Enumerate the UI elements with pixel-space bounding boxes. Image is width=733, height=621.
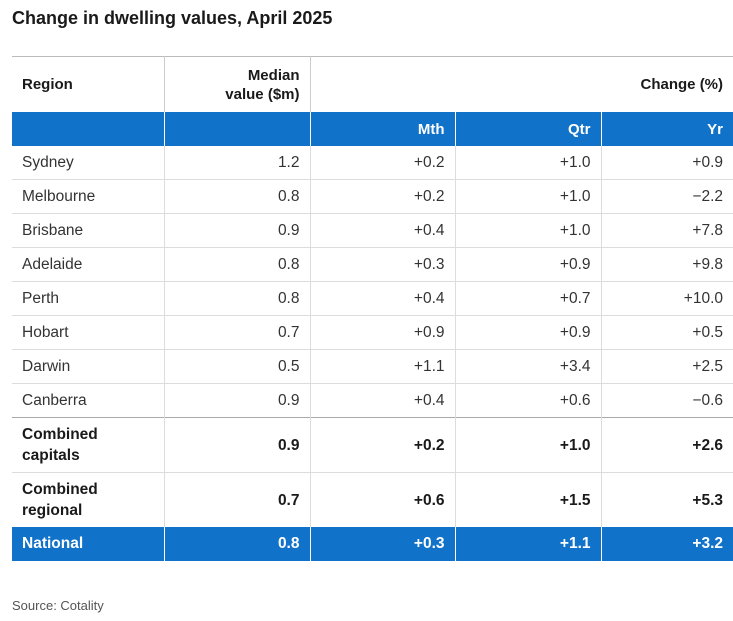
cell-mth: +0.2	[310, 417, 456, 473]
cell-yr: +7.8	[601, 213, 733, 248]
region-line2: regional	[22, 502, 83, 519]
cell-mth: +0.4	[310, 281, 456, 316]
cell-qtr: +1.0	[455, 213, 602, 248]
summary-row-combined-capitals: Combined capitals 0.9 +0.2 +1.0 +2.6	[12, 417, 733, 473]
subheader-empty-median	[164, 112, 311, 146]
cell-median: 0.5	[164, 349, 311, 384]
cell-yr: −2.2	[601, 179, 733, 214]
cell-mth: +0.2	[310, 179, 456, 214]
cell-median: 0.8	[164, 247, 311, 282]
cell-qtr: +1.0	[455, 146, 602, 180]
national-row: National 0.8 +0.3 +1.1 +3.2	[12, 527, 733, 561]
subheader-yr: Yr	[601, 112, 733, 146]
cell-qtr: +1.1	[455, 527, 602, 561]
header-row: Region Median value ($m) Change (%)	[12, 56, 733, 112]
table-row: Perth 0.8 +0.4 +0.7 +10.0	[12, 281, 733, 316]
cell-region: Sydney	[12, 146, 165, 180]
table-title: Change in dwelling values, April 2025	[12, 8, 333, 28]
cell-median: 0.9	[164, 213, 311, 248]
header-median-line1: Median	[247, 66, 300, 84]
cell-qtr: +1.0	[455, 417, 602, 473]
cell-median: 0.9	[164, 417, 311, 473]
cell-region: Brisbane	[12, 213, 165, 248]
cell-region: Perth	[12, 281, 165, 316]
cell-qtr: +0.9	[455, 247, 602, 282]
cell-region: Combined regional	[12, 472, 165, 527]
table-row: Hobart 0.7 +0.9 +0.9 +0.5	[12, 315, 733, 350]
cell-region: Melbourne	[12, 179, 165, 214]
source-note: Source: Cotality	[12, 598, 104, 613]
cell-median: 0.7	[164, 472, 311, 527]
cell-region: Darwin	[12, 349, 165, 384]
cell-mth: +0.4	[310, 213, 456, 248]
cell-qtr: +0.9	[455, 315, 602, 350]
cell-median: 0.7	[164, 315, 311, 350]
table-row: Brisbane 0.9 +0.4 +1.0 +7.8	[12, 213, 733, 248]
cell-median: 1.2	[164, 146, 311, 180]
subheader-row: Mth Qtr Yr	[12, 112, 733, 146]
table-row: Melbourne 0.8 +0.2 +1.0 −2.2	[12, 179, 733, 214]
cell-qtr: +1.5	[455, 472, 602, 527]
cell-mth: +0.9	[310, 315, 456, 350]
cell-yr: +0.9	[692, 153, 724, 171]
region-line1: Combined	[22, 481, 98, 498]
table-row: Canberra 0.9 +0.4 +0.6 −0.6	[12, 383, 733, 418]
subheader-mth: Mth	[310, 112, 456, 146]
cell-mth: +1.1	[310, 349, 456, 384]
cell-yr: +2.6	[601, 417, 733, 473]
region-line1: Combined	[22, 426, 98, 443]
subheader-qtr: Qtr	[455, 112, 602, 146]
cell-yr: −0.6	[601, 383, 733, 418]
cell-region: Canberra	[12, 383, 165, 418]
cell-median: 0.8	[164, 527, 311, 561]
dwelling-values-table: Region Median value ($m) Change (%) Mth …	[12, 56, 733, 561]
cell-yr: +10.0	[601, 281, 733, 316]
table-row: Sydney 1.2 +0.2 +1.0 +0.9	[12, 146, 733, 180]
cell-region: Hobart	[12, 315, 165, 350]
cell-mth: +0.3	[310, 527, 456, 561]
header-median-value: Median value ($m)	[164, 56, 311, 112]
cell-median: 0.9	[164, 383, 311, 418]
subheader-empty-region	[12, 112, 165, 146]
cell-yr: +0.5	[601, 315, 733, 350]
cell-region: Combined capitals	[12, 417, 165, 473]
region-line2: capitals	[22, 447, 80, 464]
cell-mth: +0.2	[310, 146, 456, 180]
cell-median: 0.8	[164, 281, 311, 316]
cell-mth: +0.4	[310, 383, 456, 418]
cell-mth: +0.3	[310, 247, 456, 282]
cell-qtr: +1.0	[455, 179, 602, 214]
cell-region: Adelaide	[12, 247, 165, 282]
summary-row-combined-regional: Combined regional 0.7 +0.6 +1.5 +5.3	[12, 472, 733, 527]
cell-yr: +9.8	[601, 247, 733, 282]
table-row: Adelaide 0.8 +0.3 +0.9 +9.8	[12, 247, 733, 282]
header-region: Region	[12, 56, 165, 112]
cell-region: National	[12, 527, 165, 561]
cell-yr: +2.5	[601, 349, 733, 384]
cell-qtr: +0.6	[455, 383, 602, 418]
cell-mth: +0.6	[310, 472, 456, 527]
header-median-line2: value ($m)	[225, 85, 300, 103]
header-change: Change (%)	[310, 56, 733, 112]
cell-median: 0.8	[164, 179, 311, 214]
table-row: Darwin 0.5 +1.1 +3.4 +2.5	[12, 349, 733, 384]
cell-qtr: +3.4	[455, 349, 602, 384]
cell-qtr: +0.7	[455, 281, 602, 316]
cell-yr: +3.2	[601, 527, 733, 561]
cell-yr: +5.3	[601, 472, 733, 527]
